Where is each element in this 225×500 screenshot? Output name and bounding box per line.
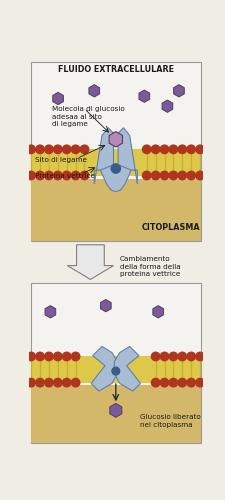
Circle shape [160,352,168,360]
Circle shape [195,352,203,360]
Circle shape [151,352,159,360]
Circle shape [53,378,62,387]
Circle shape [186,378,195,387]
Text: Glucosio liberato
nel citoplasma: Glucosio liberato nel citoplasma [140,414,200,428]
Bar [31,385,200,442]
Circle shape [177,378,186,387]
Circle shape [71,172,79,179]
Circle shape [169,378,177,387]
Circle shape [142,172,150,179]
Circle shape [177,172,186,179]
Circle shape [142,145,150,154]
Circle shape [111,164,120,173]
Circle shape [71,378,79,387]
Polygon shape [91,346,117,391]
Bar [31,62,200,241]
Polygon shape [88,84,99,97]
Polygon shape [114,346,140,391]
Polygon shape [118,128,137,184]
Circle shape [36,378,44,387]
Bar [31,150,200,176]
Circle shape [62,172,71,179]
Circle shape [111,367,119,375]
Polygon shape [100,164,131,192]
Circle shape [62,378,71,387]
Polygon shape [67,245,113,280]
Circle shape [71,352,79,360]
Bar [31,284,200,442]
Text: Proteina vettrice: Proteina vettrice [35,172,94,178]
Polygon shape [161,100,172,112]
Circle shape [195,145,203,154]
Circle shape [62,352,71,360]
Circle shape [36,172,44,179]
Circle shape [195,172,203,179]
Circle shape [45,145,53,154]
Circle shape [169,145,177,154]
Circle shape [45,172,53,179]
Polygon shape [45,306,56,318]
Polygon shape [109,404,121,417]
Circle shape [151,378,159,387]
Circle shape [71,145,79,154]
Circle shape [186,172,195,179]
Polygon shape [94,128,113,184]
Text: Molecola di glucosio
adesaa al sito
di legame: Molecola di glucosio adesaa al sito di l… [52,106,124,127]
Text: CITOPLASMA: CITOPLASMA [141,222,200,232]
Circle shape [186,352,195,360]
Circle shape [62,145,71,154]
Circle shape [53,172,62,179]
Circle shape [45,378,53,387]
Polygon shape [173,84,183,97]
Text: Sito di legame: Sito di legame [35,157,87,163]
Polygon shape [52,92,63,104]
Circle shape [27,172,35,179]
Circle shape [186,145,195,154]
Circle shape [160,145,168,154]
Bar [31,356,200,382]
Polygon shape [138,90,149,102]
Circle shape [80,145,88,154]
Text: FLUIDO EXTRACELLULARE: FLUIDO EXTRACELLULARE [58,64,173,74]
Circle shape [151,172,159,179]
Polygon shape [100,300,111,312]
Polygon shape [152,306,163,318]
Circle shape [27,378,35,387]
Circle shape [53,145,62,154]
Circle shape [169,352,177,360]
Polygon shape [109,132,122,147]
Circle shape [151,145,159,154]
Circle shape [45,352,53,360]
Circle shape [27,145,35,154]
Text: Cambiamento
della forma della
proteina vettrice: Cambiamento della forma della proteina v… [119,256,180,278]
Circle shape [169,172,177,179]
Circle shape [160,378,168,387]
Circle shape [195,378,203,387]
Circle shape [177,352,186,360]
Circle shape [53,352,62,360]
Bar [31,180,200,241]
Circle shape [36,352,44,360]
Circle shape [80,172,88,179]
Circle shape [36,145,44,154]
Circle shape [160,172,168,179]
Circle shape [27,352,35,360]
Circle shape [177,145,186,154]
